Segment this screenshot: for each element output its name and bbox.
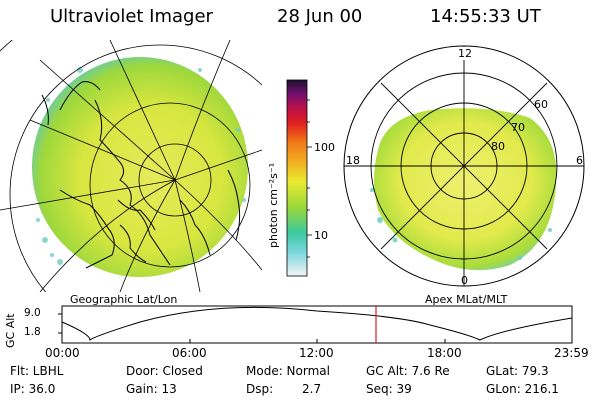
color-bar (286, 79, 312, 277)
mlt-label-6: 6 (576, 154, 583, 167)
timeline-plot (58, 305, 573, 344)
timeline-ylabel: GC Alt (4, 313, 17, 348)
dsp-label: Dsp: (246, 382, 274, 396)
glon-info: GLon: 216.1 (486, 382, 559, 396)
mlat-label-80: 80 (491, 140, 505, 153)
color-scale (286, 79, 308, 277)
dsp-value: 2.7 (302, 382, 322, 396)
right-panel-caption: Apex MLat/MLT (425, 293, 508, 306)
mlt-label-18: 18 (346, 154, 360, 167)
timeline-xtick-1800: 18:00 (427, 346, 462, 360)
filter-info: Flt: LBHL (10, 364, 64, 378)
gain-info: Gain: 13 (126, 382, 177, 396)
time-label: 14:55:33 UT (430, 6, 541, 27)
cbar-unit-label: photon cm⁻²s⁻¹ (267, 162, 280, 248)
mlat-label-70: 70 (511, 121, 525, 134)
altitude-curve (61, 306, 573, 342)
timeline-xtick-0600: 06:00 (172, 346, 207, 360)
timeline-xtick-0000: 00:00 (45, 346, 80, 360)
mlt-label-0: 0 (461, 274, 468, 287)
geographic-map (0, 40, 262, 292)
gc-alt-info: GC Alt: 7.6 Re (366, 364, 450, 378)
mlt-label-12: 12 (458, 47, 472, 60)
cbar-tick-100: 100 (314, 141, 335, 154)
aurora-image-polar (374, 108, 557, 271)
timeline-frame (61, 305, 573, 344)
aurora-image-geo (32, 57, 248, 277)
door-info: Door: Closed (126, 364, 203, 378)
timeline-xtick-1200: 12:00 (299, 346, 334, 360)
timeline-ytick-9: 9.0 (24, 307, 41, 319)
mlat-label-60: 60 (534, 98, 548, 111)
ip-info: IP: 36.0 (10, 382, 56, 396)
timeline-xtick-2359: 23:59 (554, 346, 589, 360)
timeline-ytick-1.8: 1.8 (24, 326, 41, 338)
date-label: 28 Jun 00 (277, 6, 363, 27)
cbar-tick-10: 10 (314, 229, 328, 242)
glat-info: GLat: 79.3 (486, 364, 549, 378)
seq-info: Seq: 39 (366, 382, 412, 396)
left-panel-caption: Geographic Lat/Lon (70, 293, 178, 306)
instrument-title: Ultraviolet Imager (50, 6, 213, 27)
mode-info: Mode: Normal (246, 364, 330, 378)
polar-map (343, 45, 585, 287)
